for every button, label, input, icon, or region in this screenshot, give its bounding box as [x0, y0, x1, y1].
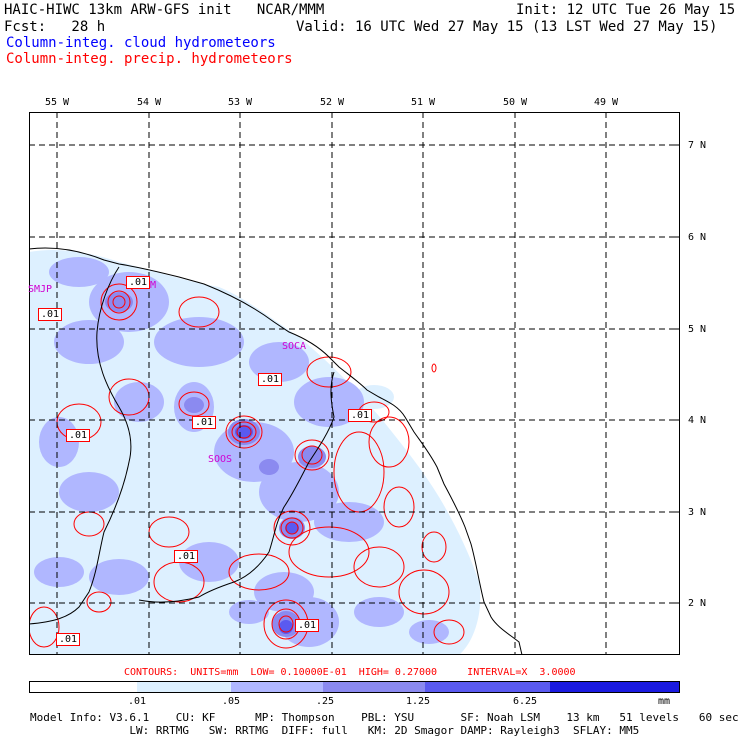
colorbar-units: mm [658, 696, 671, 707]
contour-value-label: .01 [56, 633, 81, 646]
precip-contours [29, 283, 465, 649]
plot-title: HAIC-HIWC 13km ARW-GFS init NCAR/MMM [4, 2, 325, 18]
station-label-soos: SOOS [208, 454, 233, 465]
coastline [29, 247, 523, 655]
contour-value-label: .01 [66, 429, 91, 442]
colorbar-label: 1.25 [406, 696, 431, 707]
lat-label-6n: 6 N [688, 232, 707, 243]
station-label-soca: SOCA [282, 341, 307, 352]
model-info-line2: LW: RRTMG SW: RRTMG DIFF: full KM: 2D Sm… [30, 724, 640, 737]
lat-label-5n: 5 N [688, 324, 707, 335]
forecast-hour: Fcst: 28 h [4, 19, 106, 35]
colorbar-bin-3 [322, 682, 426, 692]
lon-label-52w: 52 W [320, 97, 345, 108]
contour-value-label: .01 [258, 373, 283, 386]
lat-label-3n: 3 N [688, 507, 707, 518]
cloud-shading-medium [34, 257, 449, 647]
colorbar-label: 6.25 [513, 696, 538, 707]
colorbar-bin-0 [30, 682, 138, 692]
colorbar-bin-5 [549, 682, 679, 692]
contour-value-label: .01 [348, 409, 373, 422]
contour-value-label: .01 [38, 308, 63, 321]
lon-label-55w: 55 W [45, 97, 70, 108]
map-plot [29, 112, 680, 655]
lon-label-51w: 51 W [411, 97, 436, 108]
contour-info: CONTOURS: UNITS=mm LOW= 0.10000E-01 HIGH… [124, 667, 576, 678]
lat-lon-grid [29, 112, 680, 655]
colorbar-bin-4 [425, 682, 550, 692]
lon-label-49w: 49 W [594, 97, 619, 108]
valid-time: Valid: 16 UTC Wed 27 May 15 (13 LST Wed … [296, 19, 718, 35]
field-cloud-label: Column-integ. cloud hydrometeors [6, 35, 276, 51]
colorbar [29, 681, 680, 693]
colorbar-bin-1 [137, 682, 232, 692]
contour-value-label: .01 [174, 550, 199, 563]
colorbar-label: .01 [128, 696, 147, 707]
model-info-line1: Model Info: V3.6.1 CU: KF MP: Thompson P… [30, 711, 739, 724]
field-precip-label: Column-integ. precip. hydrometeors [6, 51, 293, 67]
contour-value-label: .01 [126, 276, 151, 289]
station-label-smjp: SMJP [28, 284, 53, 295]
lon-label-54w: 54 W [137, 97, 162, 108]
init-time: Init: 12 UTC Tue 26 May 15 [516, 2, 736, 18]
lat-ticks [675, 144, 680, 604]
colorbar-label: .25 [316, 696, 335, 707]
lat-label-7n: 7 N [688, 140, 707, 151]
colorbar-bin-2 [231, 682, 323, 692]
colorbar-label: .05 [222, 696, 241, 707]
contour-value-label: .01 [295, 619, 320, 632]
lon-label-53w: 53 W [228, 97, 253, 108]
contour-value-label: .01 [192, 416, 217, 429]
lat-label-2n: 2 N [688, 598, 707, 609]
lon-label-50w: 50 W [503, 97, 528, 108]
lat-label-4n: 4 N [688, 415, 707, 426]
